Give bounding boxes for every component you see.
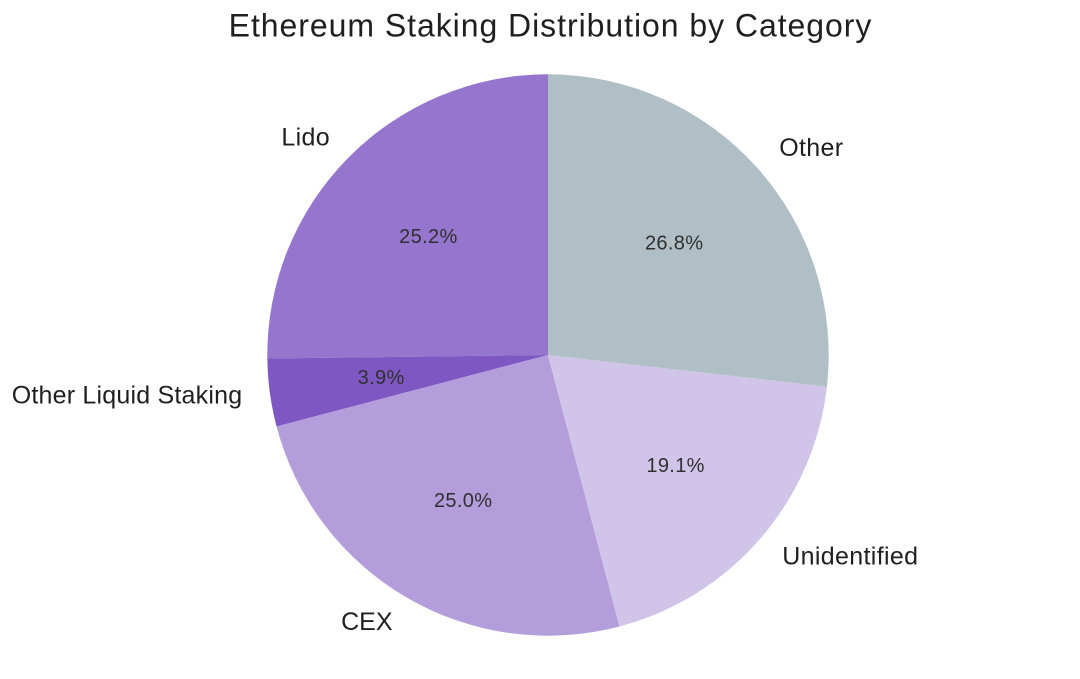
svg-text:Other: Other (779, 134, 843, 162)
svg-text:Ethereum Staking Distribution: Ethereum Staking Distribution by Categor… (229, 8, 873, 44)
svg-text:26.8%: 26.8% (645, 233, 703, 255)
svg-text:19.1%: 19.1% (646, 455, 704, 477)
svg-text:CEX: CEX (341, 608, 393, 636)
svg-text:3.9%: 3.9% (358, 367, 405, 389)
svg-text:25.0%: 25.0% (434, 490, 492, 512)
svg-text:Lido: Lido (281, 124, 330, 152)
svg-text:25.2%: 25.2% (399, 226, 457, 248)
svg-text:Unidentified: Unidentified (782, 543, 918, 571)
svg-text:Other Liquid Staking: Other Liquid Staking (12, 382, 243, 410)
